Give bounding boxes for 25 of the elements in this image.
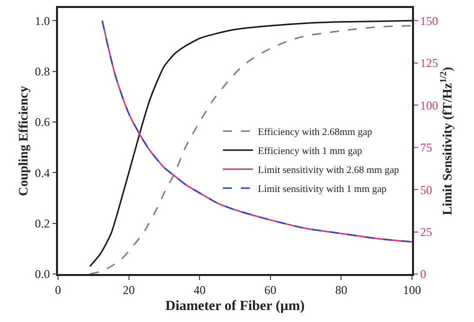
y-tick-label: 0.4 [34, 166, 50, 180]
x-tick-label: 80 [335, 283, 348, 298]
y-tick-label: 0.0 [34, 267, 50, 282]
y-tick-label: 0.8 [34, 64, 50, 79]
legend-label: Efficiency with 1 mm gap [258, 146, 362, 158]
y2-tick-label: 150 [420, 14, 438, 28]
y2-tick-label: 25 [420, 224, 432, 239]
y-tick-label: 0.6 [34, 115, 50, 130]
y2-tick-label: 75 [420, 140, 432, 155]
x-tick-label: 40 [194, 283, 206, 298]
x-tick-label: 60 [264, 283, 276, 298]
y-tick-label: 1.0 [34, 14, 50, 28]
x-tick-label: 100 [403, 283, 421, 298]
y2-tick-label: 125 [420, 56, 438, 70]
y-axis-title: Coupling Efficiency [15, 85, 30, 196]
legend-label: Efficiency with 2.68mm gap [258, 127, 372, 138]
y2-tick-label: 0 [420, 267, 426, 282]
legend-label: Limit sensitivity with 2.68 mm gap [258, 165, 400, 176]
x-tick-label: 0 [55, 283, 61, 298]
y-tick-label: 0.2 [34, 216, 50, 231]
y2-tick-label: 50 [420, 182, 432, 197]
x-axis-title: Diameter of Fiber (µm) [165, 298, 305, 314]
y2-tick-label: 100 [420, 98, 438, 112]
legend-label: Limit sensitivity with 1 mm gap [258, 184, 387, 196]
x-tick-label: 20 [122, 283, 135, 298]
